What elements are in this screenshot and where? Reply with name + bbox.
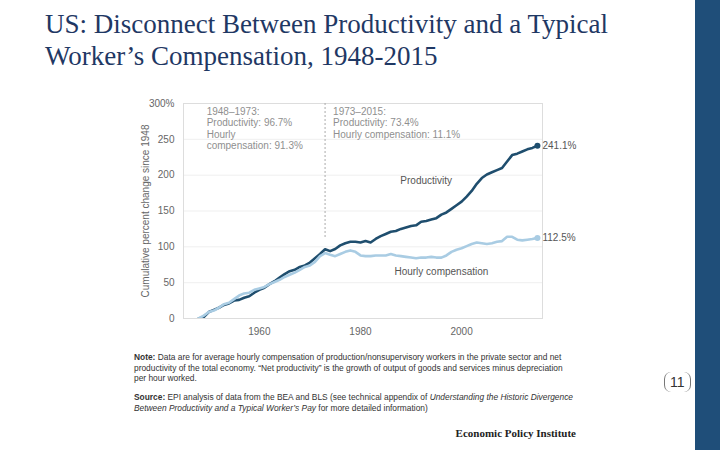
svg-text:150: 150	[158, 205, 175, 216]
svg-text:1948–1973:Productivity: 96.7%H: 1948–1973:Productivity: 96.7%Hourlycompe…	[207, 106, 303, 152]
html-text:Note: Data are for average hou: Note: Data are for average hourly compen…	[134, 352, 563, 383]
html-text:11: 11	[670, 374, 685, 390]
svg-text:100: 100	[158, 241, 175, 252]
html-text:Source: EPI analysis of data f: Source: EPI analysis of data from the BE…	[134, 392, 573, 413]
svg-text:Productivity: Productivity	[400, 175, 452, 186]
svg-text:1973–2015:Productivity: 73.4%H: 1973–2015:Productivity: 73.4%Hourly comp…	[333, 106, 460, 140]
svg-text:250: 250	[158, 134, 175, 145]
svg-text:50: 50	[163, 277, 175, 288]
svg-text:112.5%: 112.5%	[542, 232, 575, 243]
svg-text:Hourly compensation: Hourly compensation	[394, 266, 488, 277]
svg-text:1960: 1960	[248, 326, 271, 337]
svg-text:200: 200	[158, 169, 175, 180]
svg-text:Cumulative percent change sinc: Cumulative percent change since 1948	[140, 124, 151, 297]
svg-text:241.1%: 241.1%	[542, 140, 576, 151]
html-text:US: Disconnect Between Product: US: Disconnect Between Productivity and …	[45, 9, 608, 71]
svg-text:1980: 1980	[349, 326, 372, 337]
svg-text:0: 0	[169, 313, 175, 324]
svg-text:2000: 2000	[450, 326, 473, 337]
svg-text:300%: 300%	[149, 98, 175, 109]
html-text:Economic Policy Institute: Economic Policy Institute	[455, 427, 576, 439]
